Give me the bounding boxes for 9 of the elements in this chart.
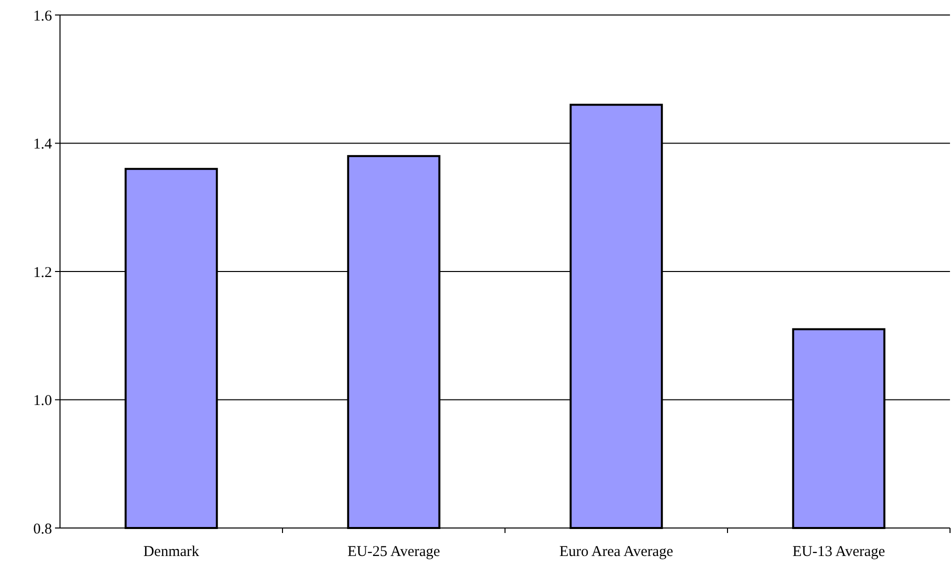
y-tick-label: 1.6 [33, 8, 52, 24]
y-tick-label: 0.8 [33, 521, 52, 538]
x-tick-label: EU-13 Average [792, 544, 886, 560]
y-tick-label: 1.2 [33, 264, 52, 281]
x-tick-label: Denmark [143, 544, 200, 560]
x-tick-label: Euro Area Average [559, 544, 674, 560]
y-tick-label: 1.4 [33, 136, 52, 152]
y-tick-label: 1.0 [33, 393, 52, 409]
x-tick-label: EU-25 Average [347, 544, 440, 560]
